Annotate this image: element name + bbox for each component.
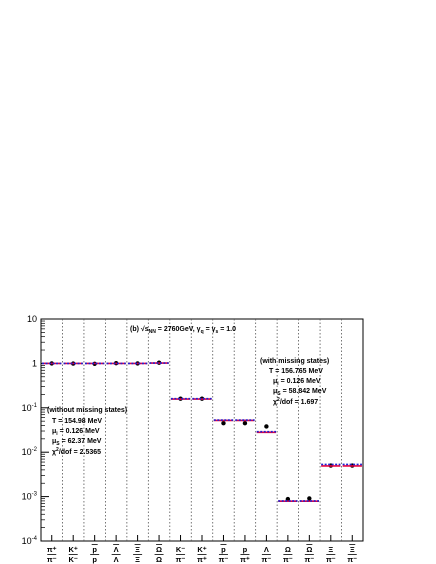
x-category-label: ΩΩ — [154, 544, 164, 564]
energy-annotation: (b) √sNN = 2760GeV, γq = γs = 1.0 — [130, 325, 236, 335]
svg-text:χ2/dof = 2.5365: χ2/dof = 2.5365 — [52, 447, 101, 456]
x-category-denominator: Ξ — [135, 555, 140, 564]
svg-text:μS = 58.842 MeV: μS = 58.842 MeV — [273, 388, 327, 397]
x-category-denominator: Λ — [114, 555, 119, 564]
data-point — [242, 420, 248, 426]
x-axis: π⁺π⁻K⁺K⁻ppΛΛΞΞΩΩK⁻π⁻K⁺π⁺pπ⁻pπ⁺Λπ⁻Ωπ⁻Ωπ⁻Ξ… — [47, 535, 357, 564]
x-category-label: ΞΞ — [133, 544, 143, 564]
x-category-denominator: π⁻ — [47, 555, 57, 564]
data-marks — [42, 360, 362, 502]
data-point — [307, 496, 312, 501]
x-category-numerator: p — [92, 545, 97, 554]
data-point — [221, 420, 226, 426]
x-category-label: pπ⁺ — [240, 545, 250, 564]
x-category-label: π⁺π⁻ — [47, 545, 57, 564]
x-category-denominator: π⁻ — [262, 555, 272, 564]
x-category-numerator: K⁻ — [176, 545, 185, 554]
y-tick-label: 10-1 — [22, 403, 38, 413]
x-category-label: pp — [90, 544, 100, 564]
data-point — [264, 424, 269, 429]
x-category-denominator: π⁻ — [176, 555, 186, 564]
x-category-numerator: Ω — [285, 545, 291, 554]
x-category-numerator: K⁺ — [69, 545, 78, 554]
svg-text:(without missing states): (without missing states) — [47, 407, 127, 414]
y-tick-label: 10 — [27, 314, 37, 324]
x-category-denominator: π⁺ — [197, 555, 207, 564]
x-category-numerator: p — [243, 545, 248, 554]
x-category-denominator: K⁻ — [69, 555, 78, 564]
x-category-numerator: Ξ — [350, 545, 355, 554]
x-category-label: K⁺π⁺ — [197, 545, 207, 564]
x-category-numerator: p — [221, 545, 226, 554]
x-category-numerator: Ω — [306, 545, 312, 554]
x-category-denominator: π⁻ — [283, 555, 293, 564]
y-tick-label: 10-3 — [22, 492, 38, 502]
y-tick-label: 10-2 — [22, 447, 38, 457]
x-category-label: Ωπ⁻ — [304, 544, 314, 564]
x-category-label: K⁺K⁻ — [69, 545, 78, 564]
x-category-label: pπ⁻ — [219, 544, 229, 564]
x-category-denominator: π⁺ — [240, 555, 250, 564]
without-missing-annotation: (without missing states) T = 154.98 MeV … — [47, 407, 127, 456]
x-category-denominator: p — [92, 555, 97, 564]
x-category-label: Ωπ⁻ — [283, 545, 293, 564]
x-category-numerator: Ω — [156, 545, 162, 554]
svg-text:T = 154.98 MeV: T = 154.98 MeV — [52, 418, 102, 425]
svg-text:μS = 62.37 MeV: μS = 62.37 MeV — [52, 438, 102, 447]
x-category-numerator: Ξ — [328, 545, 333, 554]
x-category-label: Λπ⁻ — [262, 545, 272, 564]
x-category-label: Ξπ⁻ — [326, 545, 336, 564]
x-category-numerator: π⁺ — [47, 545, 57, 554]
x-category-numerator: Λ — [114, 545, 119, 554]
x-category-numerator: Ξ — [135, 545, 140, 554]
x-category-denominator: π⁻ — [326, 555, 336, 564]
x-category-denominator: π⁻ — [347, 555, 357, 564]
svg-text:χ2/dof = 1.697: χ2/dof = 1.697 — [273, 397, 318, 406]
x-category-denominator: Ω — [156, 555, 162, 564]
x-category-label: K⁻π⁻ — [176, 545, 186, 564]
x-category-denominator: π⁻ — [304, 555, 314, 564]
with-missing-annotation: (with missing states) T = 156.765 MeV μi… — [260, 358, 329, 406]
svg-text:μi = 0.126 MeV: μi = 0.126 MeV — [52, 428, 100, 437]
grid-lines — [62, 319, 342, 541]
x-category-denominator: π⁻ — [219, 555, 229, 564]
svg-text:(with missing states): (with missing states) — [260, 358, 329, 365]
y-axis: 10-4 10-3 10-2 10-1 1 10 — [22, 314, 49, 546]
x-category-numerator: Λ — [264, 545, 269, 554]
y-tick-label: 1 — [32, 358, 37, 368]
y-tick-label: 10-4 — [22, 536, 38, 546]
svg-text:T = 156.765 MeV: T = 156.765 MeV — [269, 368, 323, 375]
x-category-label: Ξπ⁻ — [347, 544, 357, 564]
svg-text:μi = 0.126 MeV: μi = 0.126 MeV — [273, 378, 321, 387]
x-category-label: ΛΛ — [111, 544, 121, 564]
x-category-numerator: K⁺ — [197, 545, 206, 554]
